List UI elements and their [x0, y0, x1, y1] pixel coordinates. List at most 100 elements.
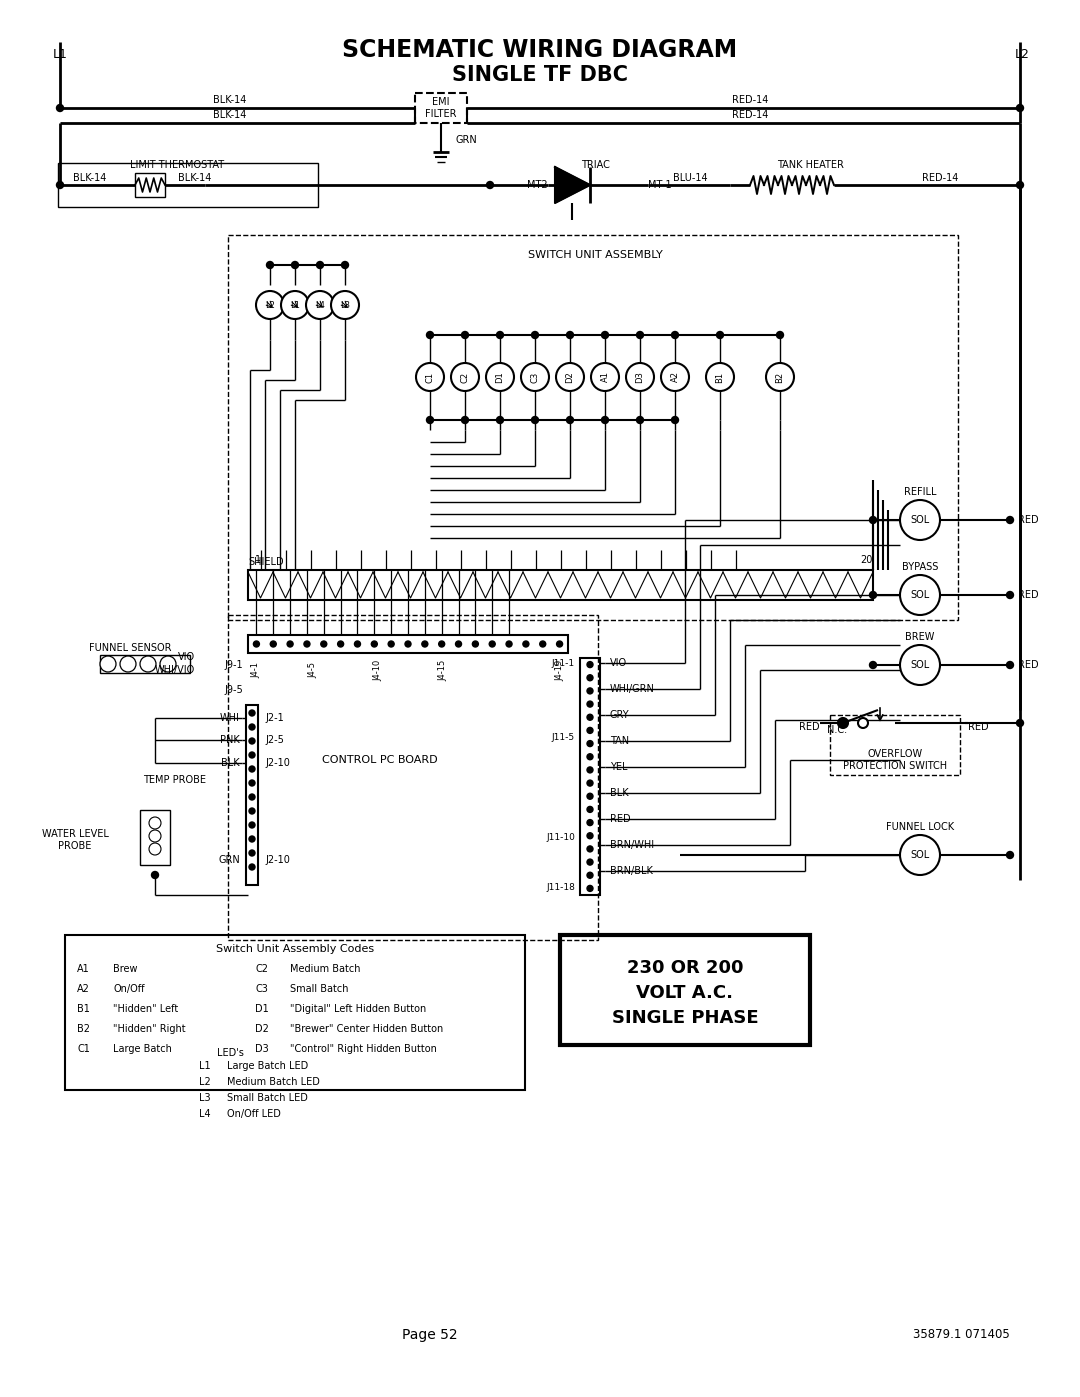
Text: J4-15: J4-15 [438, 659, 447, 680]
Circle shape [461, 331, 469, 338]
Text: B1: B1 [715, 372, 725, 383]
Text: L2: L2 [265, 300, 275, 310]
Text: RED: RED [610, 814, 631, 824]
Text: SINGLE TF DBC: SINGLE TF DBC [453, 66, 627, 85]
Circle shape [416, 363, 444, 391]
Text: PNK: PNK [220, 735, 240, 745]
Bar [100, 655, 190, 673]
Circle shape [588, 767, 593, 773]
Circle shape [602, 416, 608, 423]
Text: J11-18: J11-18 [546, 883, 575, 893]
Circle shape [303, 641, 310, 647]
Circle shape [661, 363, 689, 391]
Text: YEL: YEL [610, 761, 627, 773]
Text: BLK-14: BLK-14 [214, 110, 246, 120]
Circle shape [56, 105, 64, 112]
Circle shape [716, 331, 724, 338]
Text: BLK: BLK [221, 759, 240, 768]
Circle shape [588, 740, 593, 746]
Text: C2: C2 [255, 964, 268, 974]
Text: MT2: MT2 [527, 180, 548, 190]
Circle shape [341, 261, 349, 268]
Bar [246, 705, 258, 886]
Circle shape [486, 363, 514, 391]
Text: BREW: BREW [905, 631, 934, 643]
Circle shape [588, 820, 593, 826]
Text: TAN: TAN [610, 736, 630, 746]
Text: OVERFLOW
PROTECTION SWITCH: OVERFLOW PROTECTION SWITCH [842, 749, 947, 771]
Text: Brew: Brew [113, 964, 137, 974]
Circle shape [438, 641, 445, 647]
Circle shape [306, 291, 334, 319]
Circle shape [591, 363, 619, 391]
Text: "Control" Right Hidden Button: "Control" Right Hidden Button [291, 1044, 437, 1053]
Text: Small Batch: Small Batch [291, 983, 349, 995]
Text: RED-14: RED-14 [732, 110, 768, 120]
Circle shape [287, 641, 293, 647]
Text: D1: D1 [255, 1004, 269, 1014]
Text: WATER LEVEL
PROBE: WATER LEVEL PROBE [41, 830, 108, 851]
Circle shape [588, 833, 593, 838]
Text: 35879.1 071405: 35879.1 071405 [914, 1329, 1010, 1341]
Text: J2-10: J2-10 [265, 855, 289, 865]
Text: Large Batch: Large Batch [113, 1044, 172, 1053]
Circle shape [100, 657, 116, 672]
Text: FILTER: FILTER [426, 109, 457, 119]
Text: BLU-14: BLU-14 [673, 173, 707, 183]
Circle shape [249, 780, 255, 787]
Text: N.C.: N.C. [827, 725, 847, 735]
Circle shape [588, 886, 593, 891]
Circle shape [249, 821, 255, 828]
Circle shape [427, 416, 433, 423]
Bar [228, 235, 958, 620]
Text: J9-1: J9-1 [225, 659, 243, 671]
Text: VIO: VIO [178, 652, 195, 662]
Text: WHI: WHI [220, 712, 240, 724]
Circle shape [766, 363, 794, 391]
Text: A2: A2 [671, 372, 679, 383]
Text: TEMP PROBE: TEMP PROBE [144, 775, 206, 785]
Circle shape [588, 701, 593, 707]
Text: RED: RED [1018, 659, 1039, 671]
Circle shape [672, 331, 678, 338]
Circle shape [149, 842, 161, 855]
Circle shape [249, 863, 255, 870]
Circle shape [497, 331, 503, 338]
Circle shape [267, 261, 273, 268]
Text: J11-1: J11-1 [552, 658, 575, 668]
Circle shape [451, 363, 480, 391]
Circle shape [249, 752, 255, 759]
Text: RED: RED [968, 722, 988, 732]
Text: Large Batch LED: Large Batch LED [227, 1060, 308, 1071]
Circle shape [461, 416, 469, 423]
Circle shape [427, 331, 433, 338]
Circle shape [588, 675, 593, 680]
Text: SOL: SOL [910, 659, 930, 671]
Text: MT 1: MT 1 [648, 180, 672, 190]
Text: L1: L1 [53, 49, 67, 61]
Circle shape [588, 714, 593, 721]
Circle shape [249, 766, 255, 773]
Text: J11-5: J11-5 [552, 733, 575, 742]
Circle shape [338, 641, 343, 647]
Circle shape [1007, 662, 1013, 669]
Text: L2: L2 [1014, 49, 1029, 61]
Text: REFILL: REFILL [904, 488, 936, 497]
Circle shape [588, 793, 593, 799]
Text: Medium Batch: Medium Batch [291, 964, 361, 974]
Text: SOL: SOL [910, 849, 930, 861]
Text: WHI/GRN: WHI/GRN [610, 685, 654, 694]
Text: "Hidden" Left: "Hidden" Left [113, 1004, 178, 1014]
Bar [831, 715, 960, 775]
Text: CONTROL PC BOARD: CONTROL PC BOARD [322, 754, 437, 766]
Circle shape [472, 641, 478, 647]
Text: C2: C2 [460, 372, 470, 383]
Text: C1: C1 [426, 372, 434, 383]
Text: "Hidden" Right: "Hidden" Right [113, 1024, 186, 1034]
Circle shape [706, 363, 734, 391]
Text: J2-10: J2-10 [265, 759, 289, 768]
Text: J4-5: J4-5 [309, 662, 318, 678]
Text: J2-1: J2-1 [265, 712, 284, 724]
Text: D2: D2 [255, 1024, 269, 1034]
Bar [561, 935, 810, 1045]
